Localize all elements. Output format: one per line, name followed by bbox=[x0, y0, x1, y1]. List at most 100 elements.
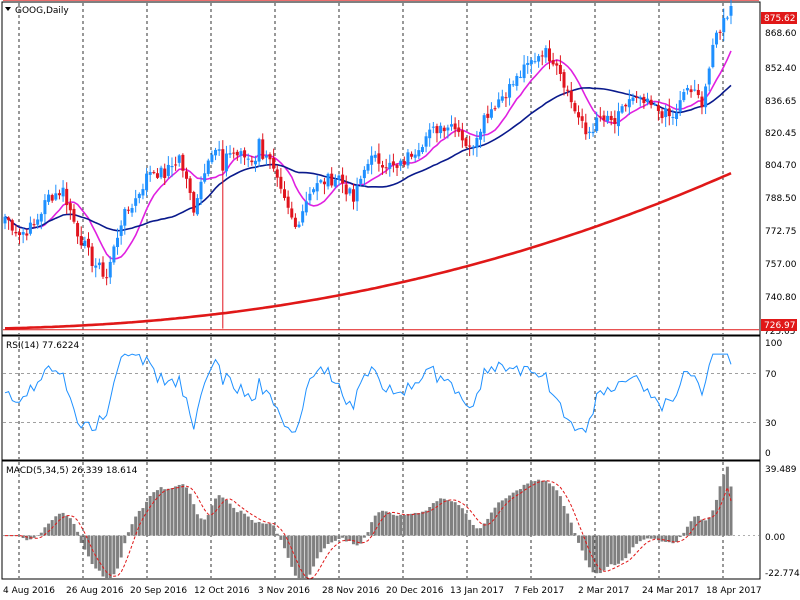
macd-histogram-bar bbox=[504, 498, 508, 536]
price-label: 772.75 bbox=[765, 227, 797, 237]
candle-body bbox=[221, 149, 225, 171]
candle-body bbox=[551, 60, 555, 65]
macd-histogram-bar bbox=[555, 490, 559, 536]
macd-histogram-bar bbox=[101, 535, 105, 577]
macd-histogram-bar bbox=[54, 516, 58, 536]
time-label: 7 Feb 2017 bbox=[514, 586, 564, 596]
macd-histogram-bar bbox=[627, 535, 631, 554]
candle-body bbox=[188, 178, 192, 193]
candle-body bbox=[166, 164, 170, 176]
candle-body bbox=[511, 84, 515, 86]
candle-body bbox=[145, 173, 149, 191]
macd-histogram-bar bbox=[609, 535, 613, 565]
macd-histogram-bar bbox=[442, 498, 446, 536]
main-panel-frame[interactable] bbox=[1, 1, 761, 336]
candle-body bbox=[406, 152, 410, 166]
candle-body bbox=[253, 160, 257, 165]
macd-histogram-bar bbox=[32, 535, 36, 538]
candle-body bbox=[548, 48, 551, 62]
candle-body bbox=[293, 217, 297, 227]
macd-histogram-bar bbox=[65, 515, 69, 536]
macd-histogram-bar bbox=[253, 522, 257, 536]
macd-histogram-bar bbox=[522, 484, 526, 536]
macd-level-label: -22.774 bbox=[765, 569, 800, 579]
macd-histogram-bar bbox=[7, 535, 11, 537]
candle-body bbox=[57, 193, 61, 196]
macd-histogram-bar bbox=[551, 486, 555, 536]
macd-histogram-bar bbox=[47, 523, 51, 536]
macd-histogram-bar bbox=[649, 535, 653, 539]
candle-body bbox=[105, 277, 109, 279]
candle-body bbox=[573, 103, 577, 112]
macd-histogram-bar bbox=[420, 511, 424, 536]
main-hilo-lines bbox=[3, 0, 759, 331]
candle-body bbox=[482, 115, 486, 134]
candle-body bbox=[420, 147, 424, 153]
time-label: 20 Dec 2016 bbox=[386, 586, 444, 596]
macd-histogram-bar bbox=[482, 523, 486, 536]
macd-histogram-bar bbox=[322, 535, 326, 549]
candle-body bbox=[624, 104, 628, 107]
candle-body bbox=[399, 160, 403, 166]
candle-body bbox=[439, 125, 443, 134]
macd-histogram-bar bbox=[57, 513, 61, 536]
macd-histogram-bar bbox=[486, 518, 490, 536]
macd-histogram-bar bbox=[359, 535, 363, 544]
macd-histogram-bar bbox=[381, 510, 385, 536]
macd-histogram-bar bbox=[228, 503, 232, 536]
rsi-level-label: 30 bbox=[765, 419, 777, 429]
candle-body bbox=[729, 5, 733, 16]
macd-histogram-bar bbox=[584, 535, 588, 561]
candle-body bbox=[540, 55, 544, 57]
macd-histogram-bar bbox=[97, 535, 101, 571]
macd-histogram-bar bbox=[163, 489, 167, 536]
macd-level-label: 0.00 bbox=[765, 533, 785, 543]
macd-histogram-bar bbox=[489, 512, 493, 536]
price-label: 804.70 bbox=[765, 161, 797, 171]
time-label: 18 Apr 2017 bbox=[706, 586, 762, 596]
candle-body bbox=[526, 62, 530, 65]
macd-histogram-bar bbox=[362, 535, 366, 538]
candle-body bbox=[28, 222, 32, 234]
candle-body bbox=[460, 130, 464, 141]
macd-histogram-bar bbox=[283, 535, 287, 549]
rsi-indicator bbox=[3, 353, 759, 434]
candle-body bbox=[366, 163, 370, 171]
candle-body bbox=[341, 174, 345, 184]
macd-histogram-bar bbox=[515, 490, 519, 536]
candle-body bbox=[337, 175, 341, 180]
macd-histogram-bar bbox=[595, 535, 599, 574]
macd-histogram-bar bbox=[330, 535, 334, 543]
macd-histogram-bar bbox=[446, 500, 450, 536]
macd-histogram-bar bbox=[272, 525, 276, 536]
candle-body bbox=[656, 105, 660, 111]
candle-body bbox=[616, 111, 620, 127]
candle-body bbox=[101, 262, 105, 277]
chart-title: GOOG,Daily bbox=[15, 6, 69, 16]
candle-body bbox=[290, 208, 294, 218]
rsi-panel-frame[interactable] bbox=[1, 335, 761, 461]
candle-body bbox=[700, 96, 704, 108]
macd-histogram-bar bbox=[624, 535, 628, 559]
candle-body bbox=[627, 99, 631, 108]
candle-body bbox=[377, 153, 381, 164]
macd-histogram-bar bbox=[606, 535, 610, 567]
time-label: 26 Aug 2016 bbox=[66, 586, 124, 596]
macd-histogram-bar bbox=[675, 535, 679, 543]
candle-body bbox=[642, 96, 646, 103]
candle-body bbox=[468, 145, 472, 147]
candle-body bbox=[449, 124, 453, 127]
macd-histogram-bar bbox=[406, 514, 410, 536]
candle-body bbox=[457, 127, 461, 133]
low-price-badge bbox=[761, 319, 797, 331]
candle-body bbox=[660, 111, 664, 119]
macd-histogram-bar bbox=[707, 517, 711, 536]
candle-body bbox=[714, 32, 718, 45]
macd-histogram-bar bbox=[315, 535, 319, 559]
candle-body bbox=[116, 237, 120, 248]
candle-body bbox=[424, 136, 428, 147]
candle-body bbox=[333, 179, 337, 187]
chevron-down-icon[interactable] bbox=[5, 7, 11, 11]
candle-body bbox=[18, 232, 22, 236]
